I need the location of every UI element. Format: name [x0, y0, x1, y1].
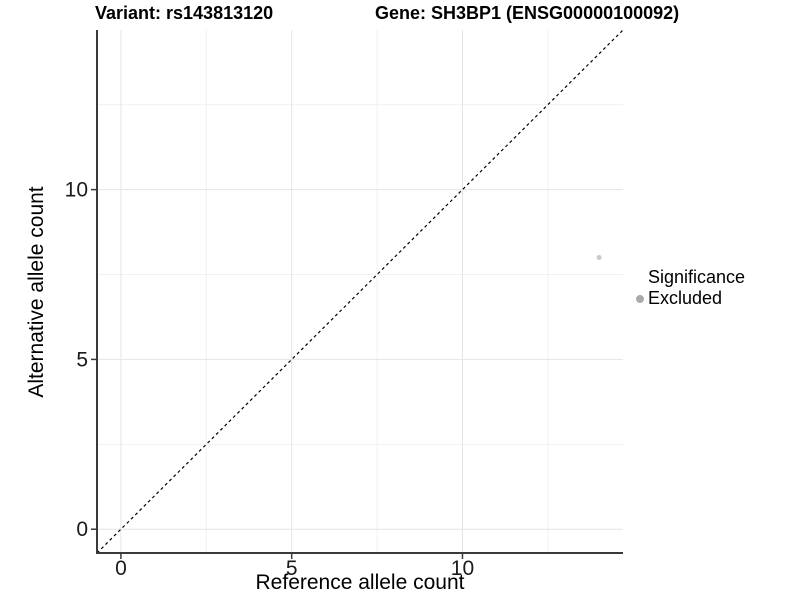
data-point	[596, 255, 602, 261]
plot-title-gene: Gene: SH3BP1 (ENSG00000100092)	[375, 3, 680, 23]
legend-item-label: Excluded	[648, 288, 723, 308]
x-tick-label: 5	[286, 557, 298, 580]
x-axis-title: Reference allele count	[255, 571, 465, 594]
plot-title-variant: Variant: rs143813120	[95, 3, 274, 23]
y-tick-label: 5	[76, 348, 88, 371]
legend-item: Excluded	[631, 289, 745, 308]
x-tick-label: 10	[451, 557, 474, 580]
y-tick-label: 0	[76, 518, 88, 541]
legend-title: Significance	[648, 267, 746, 287]
y-tick-label: 10	[65, 179, 88, 202]
legend: Significance Excluded	[631, 268, 745, 308]
legend-point-icon	[635, 294, 644, 303]
x-tick-label: 0	[115, 557, 127, 580]
identity-line	[96, 29, 624, 554]
legend-key	[631, 294, 648, 303]
y-axis-title: Alternative allele count	[25, 186, 48, 398]
